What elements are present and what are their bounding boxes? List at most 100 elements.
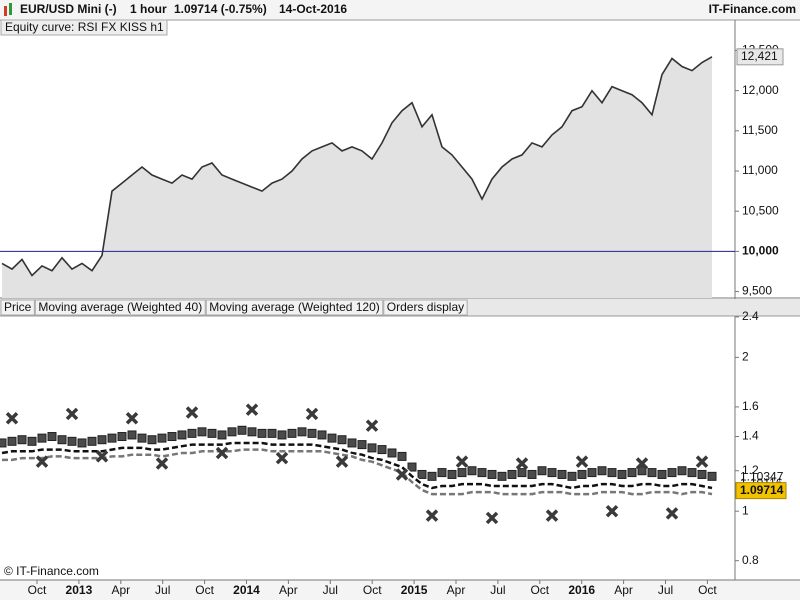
price-marker xyxy=(67,436,77,446)
price-marker xyxy=(547,468,557,478)
last-value-box xyxy=(736,48,784,66)
time-label: Apr xyxy=(279,583,298,597)
price-marker xyxy=(507,469,517,479)
price-marker xyxy=(167,432,177,442)
order-marker xyxy=(335,455,349,468)
order-marker xyxy=(575,455,589,468)
y-tick-label: 2 xyxy=(742,350,749,364)
equity-line xyxy=(1,56,713,277)
order-marker xyxy=(5,412,19,425)
icon-candle xyxy=(9,3,12,15)
price-marker xyxy=(197,427,207,437)
time-axis-bar xyxy=(0,580,800,600)
price-marker xyxy=(447,469,457,479)
y-tick-label: 1.4 xyxy=(742,429,759,443)
price-marker xyxy=(77,438,87,448)
last-value-label: 12,421 xyxy=(741,49,778,63)
price-marker xyxy=(267,428,277,438)
price-marker xyxy=(597,466,607,476)
price-marker xyxy=(467,466,477,476)
last-price-box xyxy=(735,482,787,500)
price-marker xyxy=(687,468,697,478)
order-marker xyxy=(35,455,49,468)
y-tick-label: 1.6 xyxy=(742,399,759,413)
price-marker xyxy=(637,466,647,476)
moving-average xyxy=(2,448,713,496)
price-marker xyxy=(97,435,107,445)
price-marker xyxy=(497,471,507,481)
order-marker xyxy=(665,507,679,520)
price-marker xyxy=(47,432,57,442)
brand: IT-Finance.com xyxy=(709,2,796,16)
order-marker xyxy=(95,450,109,463)
price-marker xyxy=(137,433,147,443)
price-marker xyxy=(287,428,297,438)
price-marker xyxy=(647,468,657,478)
time-label: 2016 xyxy=(568,583,595,597)
price-marker xyxy=(487,469,497,479)
price-marker xyxy=(307,428,317,438)
price-marker xyxy=(377,445,387,455)
time-label: Oct xyxy=(698,583,717,597)
y-tick-label: 1.2 xyxy=(742,463,759,477)
instrument: EUR/USD Mini (-) xyxy=(20,2,117,16)
price-label: 1.10347 xyxy=(740,470,784,484)
price-marker xyxy=(207,428,217,438)
equity-area xyxy=(2,56,712,298)
order-marker xyxy=(185,406,199,419)
order-marker xyxy=(365,419,379,432)
price-marker xyxy=(697,469,707,479)
time-label: Apr xyxy=(111,583,130,597)
legend-item-box xyxy=(34,299,206,316)
order-marker xyxy=(275,451,289,465)
price-marker xyxy=(7,436,17,446)
y-tick-label: 10,000 xyxy=(742,244,779,258)
price-marker xyxy=(557,469,567,479)
price-marker xyxy=(107,433,117,443)
y-tick-label: 12,000 xyxy=(742,83,779,97)
y-tick-label: 0.8 xyxy=(742,553,759,567)
order-marker xyxy=(635,457,649,470)
price-marker xyxy=(347,438,357,448)
time-label: Apr xyxy=(614,583,633,597)
price-marker xyxy=(587,468,597,478)
y-tick-label: 9,500 xyxy=(742,284,772,298)
equity-panel: 9,50010,00010,50011,00011,50012,00012,50… xyxy=(0,43,784,298)
legend-item: Price xyxy=(4,300,32,314)
order-marker xyxy=(65,407,79,421)
price-marker xyxy=(297,427,307,437)
order-marker xyxy=(125,412,139,425)
order-marker xyxy=(245,403,259,416)
order-marker xyxy=(605,504,619,518)
price-marker xyxy=(0,438,7,448)
watermark: © IT-Finance.com xyxy=(4,564,99,578)
time-label: 2014 xyxy=(233,583,260,597)
price-marker xyxy=(537,466,547,476)
order-marker xyxy=(485,511,499,525)
y-tick-label: 11,500 xyxy=(742,123,778,137)
price-marker xyxy=(327,433,337,443)
order-marker xyxy=(695,455,709,468)
price-marker xyxy=(397,451,407,461)
price-marker xyxy=(607,468,617,478)
price-marker xyxy=(527,469,537,479)
price-marker xyxy=(367,443,377,453)
price-marker xyxy=(317,430,327,440)
price-marker xyxy=(177,430,187,440)
time-label: Oct xyxy=(530,583,549,597)
price-marker xyxy=(157,433,167,443)
price-marker xyxy=(17,435,27,445)
price-marker xyxy=(667,468,677,478)
price-marker xyxy=(567,471,577,481)
price-marker xyxy=(407,462,417,472)
price-marker xyxy=(417,469,427,479)
header-bar xyxy=(0,0,800,20)
time-label: Jul xyxy=(658,583,673,597)
price-marker xyxy=(87,436,97,446)
y-tick-label: 2.4 xyxy=(742,309,759,323)
time-label: Jul xyxy=(155,583,170,597)
order-marker xyxy=(305,407,319,421)
price-marker xyxy=(227,427,237,437)
time-label: Apr xyxy=(447,583,466,597)
price-marker xyxy=(127,430,137,440)
